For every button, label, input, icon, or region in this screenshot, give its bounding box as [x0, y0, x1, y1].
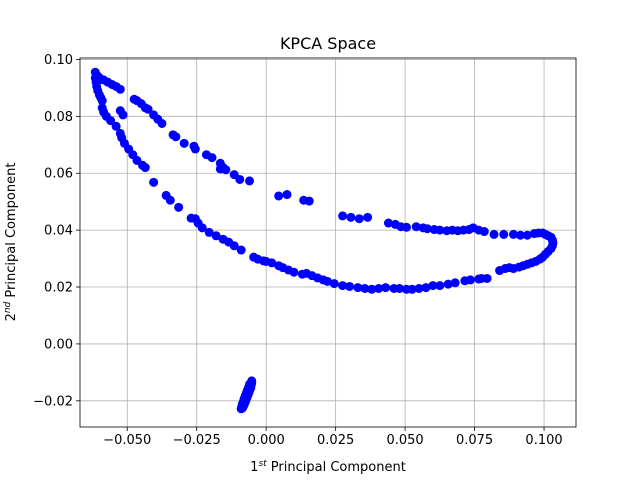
data-point — [338, 211, 348, 221]
data-point — [402, 222, 411, 232]
y-axis-label: 2nd Principal Component — [3, 163, 19, 322]
data-point — [428, 281, 438, 291]
x-axis-label-ordinal: 1 — [250, 460, 258, 475]
data-point — [367, 284, 377, 294]
data-point — [190, 144, 200, 154]
data-point — [499, 229, 509, 239]
data-point — [174, 202, 184, 212]
y-tick-label: 0.06 — [44, 167, 73, 182]
x-axis-label-superscript: st — [258, 459, 267, 469]
data-point — [522, 230, 532, 240]
data-point — [97, 96, 107, 106]
data-point — [443, 279, 453, 289]
data-point — [374, 283, 384, 293]
y-tick-label: 0.08 — [44, 110, 73, 125]
data-point — [489, 229, 499, 239]
x-tick-label: 0.000 — [248, 433, 285, 448]
data-point — [186, 213, 196, 223]
data-point — [274, 261, 284, 271]
x-tick-label: 0.050 — [386, 433, 423, 448]
x-tick-label: −0.025 — [173, 433, 221, 448]
data-point — [508, 229, 518, 239]
data-point — [297, 269, 307, 279]
y-axis-label-text: Principal Component — [4, 163, 19, 302]
data-point — [249, 252, 259, 262]
data-point — [236, 245, 246, 255]
data-point — [218, 234, 228, 244]
data-point — [474, 274, 484, 284]
data-point — [360, 283, 370, 293]
data-point — [111, 121, 121, 131]
data-point — [245, 379, 254, 389]
data-point — [345, 281, 355, 291]
x-axis-label-text: Principal Component — [267, 460, 406, 475]
data-point — [161, 190, 171, 200]
data-point — [204, 227, 214, 237]
data-point — [338, 281, 348, 291]
scatter-points — [90, 67, 558, 414]
y-tick-label: −0.02 — [33, 394, 73, 409]
data-point — [274, 191, 284, 201]
y-axis-label-superscript: nd — [3, 301, 13, 313]
chart-title: KPCA Space — [280, 34, 376, 53]
data-point — [414, 283, 424, 293]
data-point — [479, 227, 489, 237]
x-axis-label: 1st Principal Component — [250, 459, 406, 475]
data-point — [435, 225, 445, 235]
data-point — [115, 128, 125, 138]
data-point — [282, 190, 292, 200]
axis-ticks: −0.050 −0.025 0.000 0.025 0.050 0.075 0.100 −0.… — [33, 53, 562, 448]
data-point — [97, 103, 107, 113]
data-point — [383, 218, 393, 228]
data-point — [381, 283, 391, 293]
data-point — [421, 283, 431, 293]
data-point — [460, 276, 470, 286]
y-axis-label-ordinal: 2 — [4, 313, 19, 321]
data-point — [422, 224, 432, 234]
data-point — [157, 118, 167, 128]
data-point — [515, 230, 525, 240]
y-tick-label: 0.10 — [44, 53, 73, 68]
data-point — [435, 281, 445, 291]
x-tick-label: 0.100 — [525, 433, 562, 448]
data-point — [363, 212, 373, 222]
data-point — [411, 222, 421, 232]
data-point — [207, 153, 217, 163]
data-point — [143, 104, 153, 114]
data-point — [171, 132, 181, 142]
data-point — [353, 283, 363, 293]
data-point — [149, 177, 159, 187]
x-tick-label: 0.025 — [317, 433, 354, 448]
data-point — [115, 84, 125, 94]
data-point — [354, 214, 364, 224]
data-point — [215, 164, 225, 174]
data-point — [402, 284, 411, 294]
data-point — [304, 196, 314, 206]
plot-frame — [79, 57, 577, 428]
data-point — [118, 110, 128, 120]
data-point — [346, 212, 356, 222]
x-tick-label: 0.075 — [456, 433, 493, 448]
y-tick-label: 0.00 — [44, 337, 73, 352]
data-point — [211, 231, 221, 241]
y-tick-label: 0.04 — [44, 224, 73, 239]
y-tick-label: 0.02 — [44, 281, 73, 296]
data-point — [389, 283, 399, 293]
data-point — [245, 176, 254, 186]
data-point — [179, 138, 189, 148]
data-point — [235, 174, 245, 184]
data-point — [450, 278, 460, 288]
data-point — [495, 266, 505, 276]
x-tick-label: −0.050 — [103, 433, 151, 448]
data-point — [329, 279, 339, 289]
grid-lines — [80, 58, 576, 427]
